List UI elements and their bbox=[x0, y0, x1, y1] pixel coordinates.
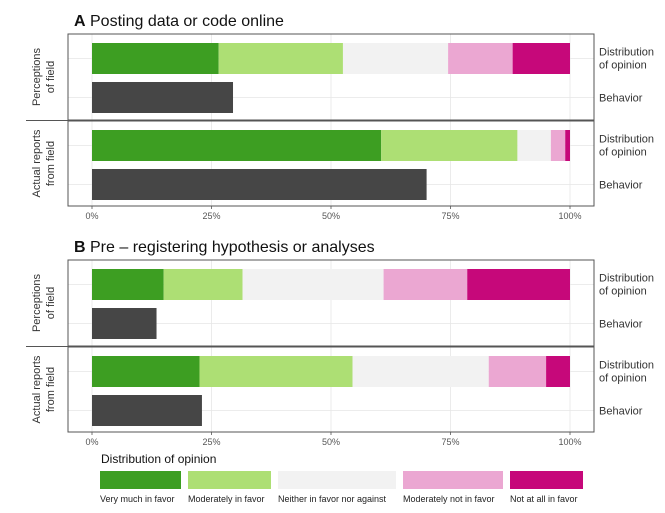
row-label-line: of opinion bbox=[599, 60, 647, 72]
bar-segment bbox=[381, 130, 518, 161]
legend-item: Moderately in favor bbox=[188, 471, 271, 504]
row-label-line: Distribution bbox=[599, 273, 654, 285]
legend-label: Moderately in favor bbox=[188, 494, 265, 504]
panel-title-text: Posting data or code online bbox=[86, 13, 284, 30]
row-label-line: of opinion bbox=[599, 286, 647, 298]
panel-letter: A bbox=[74, 13, 86, 30]
bar-segment bbox=[550, 130, 566, 161]
legend-item: Very much in favor bbox=[100, 471, 181, 504]
facet-label-line: Perceptions bbox=[31, 273, 43, 332]
bar-segment bbox=[512, 43, 570, 74]
legend-swatch bbox=[278, 471, 396, 489]
row-label-line: Distribution bbox=[599, 47, 654, 59]
facet-label-line: Perceptions bbox=[31, 47, 43, 106]
bar-segment bbox=[218, 43, 343, 74]
legend-item: Moderately not in favor bbox=[403, 471, 503, 504]
facet-perceptions: Distribution of opinion Behavior Perception… bbox=[26, 259, 654, 347]
bar-segment bbox=[565, 130, 570, 161]
bar-segment bbox=[546, 356, 570, 387]
x-tick-label: 0% bbox=[85, 437, 98, 447]
panel-a: A Posting data or code online Distributio… bbox=[26, 13, 654, 221]
facet-label: Actual reports from field bbox=[31, 129, 57, 197]
panel-b: B Pre – registering hypothesis or analys… bbox=[26, 239, 654, 447]
row-label: Distribution of opinion bbox=[599, 134, 654, 159]
bar-segment bbox=[92, 269, 164, 300]
row-label: Distribution of opinion bbox=[599, 47, 654, 72]
bar-segment bbox=[352, 356, 489, 387]
bar-segment bbox=[242, 269, 384, 300]
behavior-bar bbox=[92, 82, 234, 113]
row-label-line: Distribution bbox=[599, 360, 654, 372]
bar-segment bbox=[383, 269, 468, 300]
behavior-bar bbox=[92, 308, 157, 339]
row-label: Behavior bbox=[599, 93, 643, 105]
legend-swatch bbox=[403, 471, 503, 489]
row-label: Behavior bbox=[599, 406, 643, 418]
row-label-line: of opinion bbox=[599, 373, 647, 385]
facet-label-line: of field bbox=[45, 61, 57, 93]
bar-segment bbox=[92, 130, 382, 161]
x-tick-label: 100% bbox=[558, 437, 581, 447]
facet-label-line: Actual reports bbox=[31, 129, 43, 197]
bar-segment bbox=[342, 43, 449, 74]
x-tick-label: 75% bbox=[441, 211, 459, 221]
x-tick-label: 50% bbox=[322, 211, 340, 221]
facet-label: Perceptions of field bbox=[31, 273, 57, 332]
x-tick-label: 0% bbox=[85, 211, 98, 221]
facet-label-line: from field bbox=[45, 367, 57, 412]
bar-segment bbox=[467, 269, 570, 300]
facet-label-line: of field bbox=[45, 287, 57, 319]
bar-segment bbox=[517, 130, 551, 161]
row-label: Distribution of opinion bbox=[599, 273, 654, 298]
behavior-bar bbox=[92, 169, 427, 200]
bar-segment bbox=[448, 43, 513, 74]
legend-label: Not at all in favor bbox=[510, 494, 578, 504]
panel-title: A Posting data or code online bbox=[74, 13, 284, 30]
legend-item: Not at all in favor bbox=[510, 471, 583, 504]
facet-strip bbox=[26, 347, 68, 432]
row-label-line: of opinion bbox=[599, 147, 647, 159]
facet-strip bbox=[26, 34, 68, 120]
x-tick-label: 100% bbox=[558, 211, 581, 221]
legend-swatch bbox=[100, 471, 181, 489]
legend-label: Neither in favor nor against bbox=[278, 494, 387, 504]
facet-label: Actual reports from field bbox=[31, 355, 57, 423]
bar-segment bbox=[92, 43, 219, 74]
panel-letter: B bbox=[74, 239, 86, 256]
bar-segment bbox=[92, 356, 200, 387]
behavior-bar bbox=[92, 395, 202, 426]
facet-border bbox=[67, 259, 595, 347]
facet-label: Perceptions of field bbox=[31, 47, 57, 106]
facet-perceptions: Distribution of opinion Behavior Perception… bbox=[26, 33, 654, 121]
facet-strip bbox=[26, 121, 68, 206]
facet-border bbox=[67, 33, 595, 121]
legend-swatch bbox=[188, 471, 271, 489]
bar-segment bbox=[163, 269, 243, 300]
facet-actual-reports: Distribution of opinion Behavior Actual rep… bbox=[26, 346, 654, 433]
row-label: Behavior bbox=[599, 319, 643, 331]
bar-segment bbox=[199, 356, 353, 387]
facet-strip bbox=[26, 260, 68, 346]
x-tick-label: 25% bbox=[202, 437, 220, 447]
x-tick-label: 25% bbox=[202, 211, 220, 221]
legend: Distribution of opinion Very much in favo… bbox=[100, 452, 583, 504]
facet-actual-reports: Distribution of opinion Behavior Actual rep… bbox=[26, 120, 654, 207]
panel-title-text: Pre – registering hypothesis or analyses bbox=[86, 239, 375, 256]
row-label: Distribution of opinion bbox=[599, 360, 654, 385]
legend-item: Neither in favor nor against bbox=[278, 471, 396, 504]
legend-label: Moderately not in favor bbox=[403, 494, 495, 504]
x-tick-label: 75% bbox=[441, 437, 459, 447]
bar-segment bbox=[488, 356, 547, 387]
legend-label: Very much in favor bbox=[100, 494, 175, 504]
legend-title: Distribution of opinion bbox=[101, 452, 216, 466]
row-label-line: Distribution bbox=[599, 134, 654, 146]
row-label: Behavior bbox=[599, 180, 643, 192]
panel-title: B Pre – registering hypothesis or analys… bbox=[74, 239, 375, 256]
facet-label-line: from field bbox=[45, 141, 57, 186]
legend-swatch bbox=[510, 471, 583, 489]
x-tick-label: 50% bbox=[322, 437, 340, 447]
facet-label-line: Actual reports bbox=[31, 355, 43, 423]
